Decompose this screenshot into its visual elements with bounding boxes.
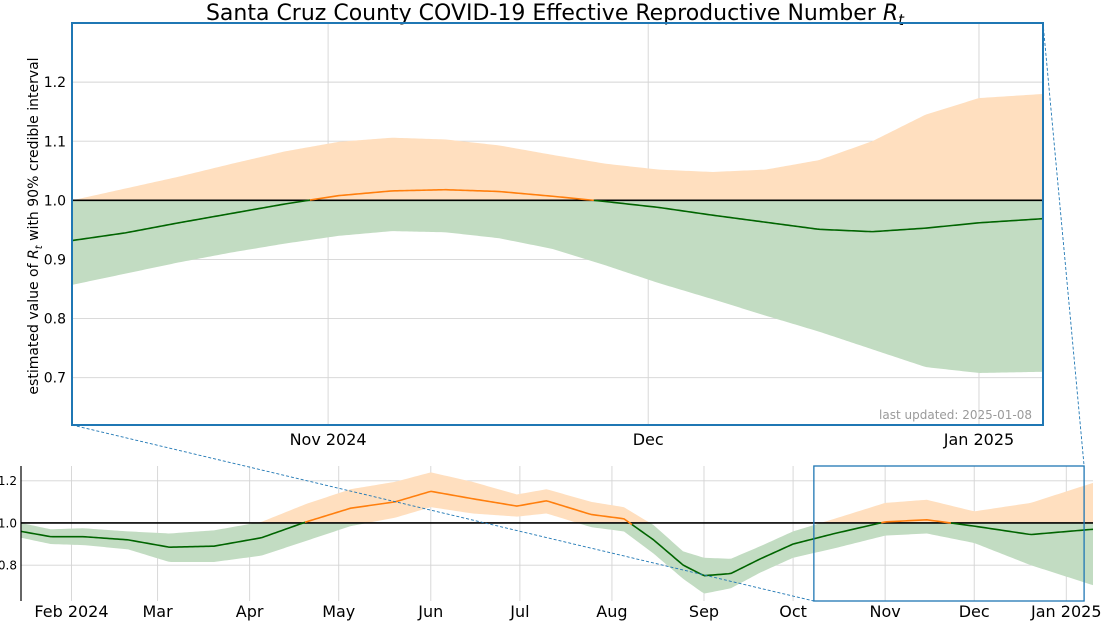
credible-band-above-1 — [21, 472, 1093, 523]
overview-plot-area — [20, 472, 1094, 594]
y-tick-label: 0.9 — [44, 253, 66, 269]
x-tick-label: Nov — [870, 602, 901, 621]
median-line-above-1 — [304, 490, 633, 526]
chart-title: Santa Cruz County COVID-19 Effective Rep… — [206, 1, 905, 29]
main-plot-area — [71, 93, 1044, 373]
main-chart-panel: 0.7 0.8 0.9 1.0 1.1 1.2 Nov 2024 Dec Jan 2025 l… — [44, 22, 1044, 449]
y-axis-label: estimated value of Rt with 90% credible … — [26, 57, 45, 394]
median-line-below-1 — [950, 522, 1094, 536]
x-tick-label: Aug — [596, 602, 627, 621]
zoom-indicator — [71, 22, 1085, 602]
x-tick-label: May — [322, 602, 355, 621]
x-tick-label: Jan 2025 — [943, 430, 1014, 449]
x-tick-label: Dec — [959, 602, 990, 621]
zoom-connector-left — [71, 424, 814, 602]
overview-chart-panel: 0.8 1.0 1.2 Feb 2024 Mar Apr May Jun Jul Aug Sep O… — [0, 22, 1102, 621]
overview-y-tick-labels: 0.8 1.0 1.2 — [0, 474, 17, 572]
last-updated-annotation: last updated: 2025-01-08 — [879, 408, 1032, 422]
credible-band-above-1 — [72, 93, 1043, 201]
y-tick-label: 0.8 — [0, 558, 17, 572]
y-tick-label: 1.2 — [44, 75, 66, 91]
median-line-below-1 — [71, 199, 311, 242]
overview-x-tick-labels: Feb 2024 Mar Apr May Jun Jul Aug Sep Oct Nov Dec Ja… — [34, 602, 1101, 621]
credible-band-below-1 — [21, 522, 1093, 594]
median-line-below-1 — [593, 199, 1044, 233]
y-tick-label: 1.0 — [0, 516, 17, 530]
x-tick-label: Jan 2025 — [1030, 602, 1101, 621]
x-tick-label: Sep — [689, 602, 719, 621]
y-tick-label: 0.8 — [44, 312, 66, 328]
main-y-tick-labels: 0.7 0.8 0.9 1.0 1.1 1.2 — [44, 75, 66, 387]
x-tick-label: Jun — [417, 602, 443, 621]
median-line-below-1 — [20, 521, 306, 548]
x-tick-label: Oct — [779, 602, 807, 621]
y-tick-label: 0.7 — [44, 371, 66, 387]
x-tick-label: Jul — [509, 602, 529, 621]
zoom-window-box — [813, 465, 1085, 602]
main-plot-frame — [71, 22, 1044, 426]
zoom-connector-right — [1042, 22, 1085, 467]
y-tick-label: 1.1 — [44, 134, 66, 150]
y-tick-label: 1.0 — [44, 193, 66, 209]
median-line-above-1 — [881, 519, 952, 524]
main-x-tick-labels: Nov 2024 Dec Jan 2025 — [290, 430, 1015, 449]
median-line-below-1 — [631, 522, 882, 577]
x-tick-label: Dec — [633, 430, 664, 449]
x-tick-label: Nov 2024 — [290, 430, 367, 449]
x-tick-label: Mar — [143, 602, 174, 621]
median-line-above-1 — [309, 188, 594, 202]
x-tick-label: Feb 2024 — [34, 602, 108, 621]
credible-band-below-1 — [72, 200, 1043, 373]
y-tick-label: 1.2 — [0, 474, 17, 488]
x-tick-label: Apr — [236, 602, 264, 621]
